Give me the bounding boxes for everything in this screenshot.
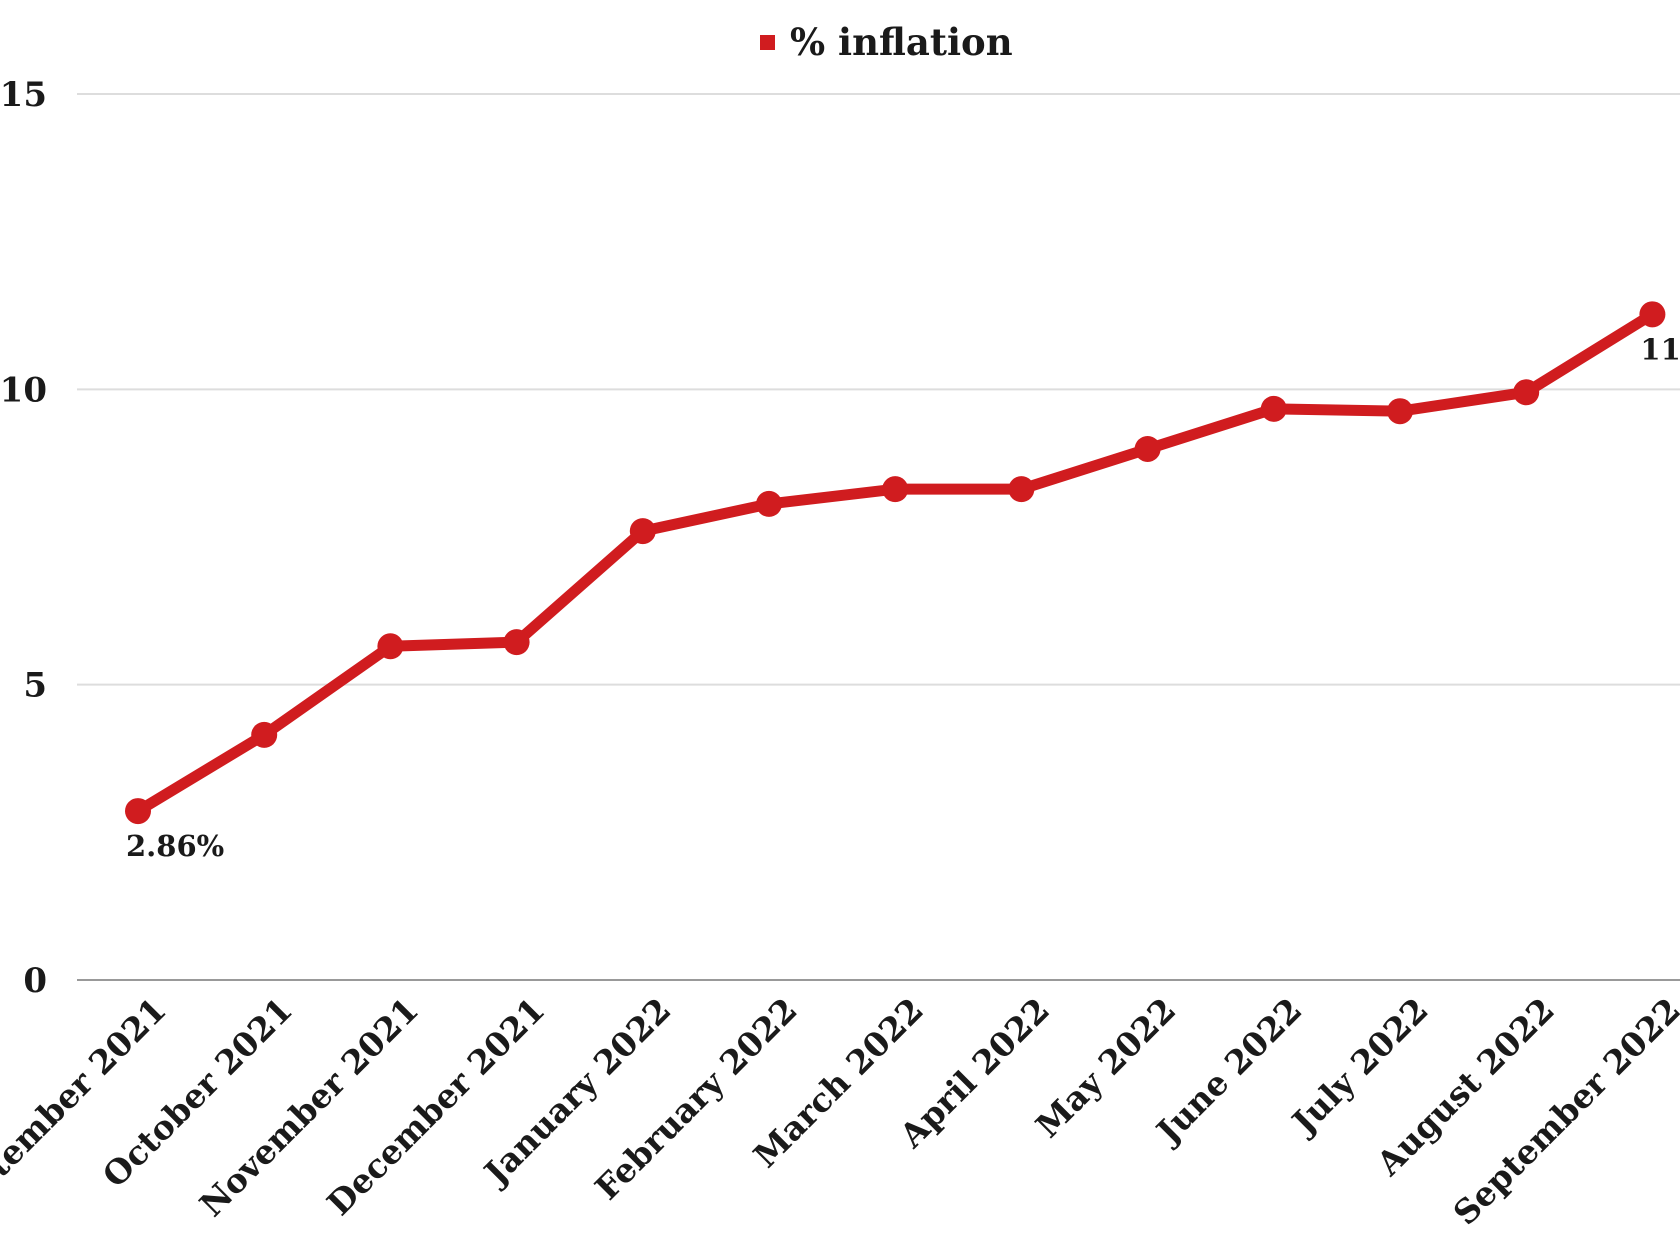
data-point <box>1387 398 1413 425</box>
data-point <box>756 490 782 517</box>
x-tick-label: December 2021 <box>319 990 552 1223</box>
data-point <box>882 476 909 503</box>
x-tick-label: September 2021 <box>0 990 174 1232</box>
data-point <box>1008 476 1035 503</box>
x-tick-label: September 2022 <box>1446 990 1680 1232</box>
gridlines <box>77 93 1680 981</box>
x-tick-label: November 2021 <box>192 990 426 1224</box>
legend: % inflation <box>760 20 1013 64</box>
data-label: 2.86% <box>126 829 224 863</box>
data-point <box>1260 395 1287 422</box>
y-tick-label: 0 <box>23 961 47 1001</box>
data-point <box>1639 301 1666 328</box>
data-label: 11.27% <box>1640 332 1680 366</box>
data-point <box>1513 379 1540 406</box>
legend-label: % inflation <box>790 20 1013 64</box>
data-labels: 2.86% 11.27% <box>126 332 1680 863</box>
y-tick-label: 5 <box>23 666 47 706</box>
y-tick-label: 15 <box>0 75 47 115</box>
series-inflation <box>125 301 1666 825</box>
data-point <box>503 629 530 656</box>
data-point <box>251 721 278 748</box>
y-axis-ticks: 0 5 10 15 <box>0 75 47 1001</box>
data-point <box>1134 435 1161 462</box>
legend-swatch <box>760 35 775 50</box>
y-tick-label: 10 <box>0 370 47 410</box>
data-point <box>125 798 151 825</box>
data-point <box>629 518 656 545</box>
data-point <box>377 633 404 660</box>
